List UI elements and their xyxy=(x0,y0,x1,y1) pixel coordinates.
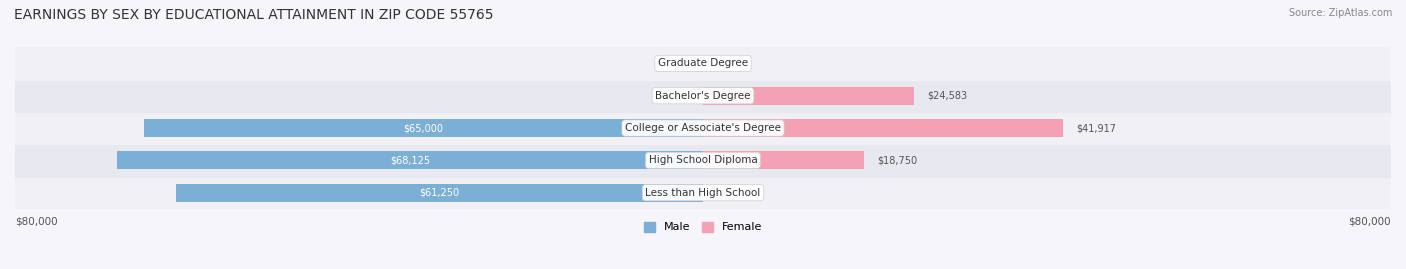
Bar xyxy=(703,87,914,105)
Bar xyxy=(117,151,703,169)
Bar xyxy=(703,119,1063,137)
Text: $68,125: $68,125 xyxy=(389,155,430,165)
Bar xyxy=(703,151,865,169)
Text: $24,583: $24,583 xyxy=(928,91,967,101)
Text: $80,000: $80,000 xyxy=(15,217,58,227)
Text: $61,250: $61,250 xyxy=(419,188,460,198)
Text: $80,000: $80,000 xyxy=(1348,217,1391,227)
Text: $0: $0 xyxy=(673,58,686,68)
Text: Graduate Degree: Graduate Degree xyxy=(658,58,748,68)
Bar xyxy=(15,47,1391,80)
Text: High School Diploma: High School Diploma xyxy=(648,155,758,165)
Legend: Male, Female: Male, Female xyxy=(644,222,762,232)
Text: Bachelor's Degree: Bachelor's Degree xyxy=(655,91,751,101)
Text: $41,917: $41,917 xyxy=(1077,123,1116,133)
Text: EARNINGS BY SEX BY EDUCATIONAL ATTAINMENT IN ZIP CODE 55765: EARNINGS BY SEX BY EDUCATIONAL ATTAINMEN… xyxy=(14,8,494,22)
Text: $18,750: $18,750 xyxy=(877,155,917,165)
Bar xyxy=(15,112,1391,144)
Text: $65,000: $65,000 xyxy=(404,123,443,133)
Text: Less than High School: Less than High School xyxy=(645,188,761,198)
Bar xyxy=(143,119,703,137)
Text: $0: $0 xyxy=(720,188,733,198)
Bar xyxy=(15,176,1391,209)
Text: $0: $0 xyxy=(720,58,733,68)
Text: $0: $0 xyxy=(673,91,686,101)
Bar xyxy=(15,80,1391,112)
Bar xyxy=(176,184,703,201)
Text: College or Associate's Degree: College or Associate's Degree xyxy=(626,123,780,133)
Bar xyxy=(15,144,1391,176)
Text: Source: ZipAtlas.com: Source: ZipAtlas.com xyxy=(1288,8,1392,18)
